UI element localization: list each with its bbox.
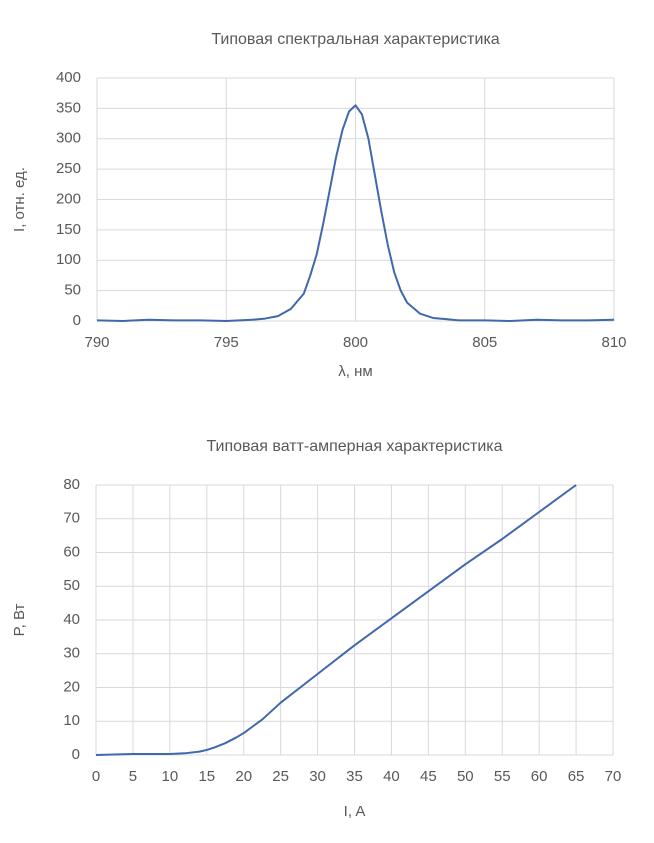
x-tick-label: 35 — [346, 768, 363, 785]
y-axis-label: P, Вт — [11, 603, 28, 636]
x-tick-label: 810 — [601, 334, 626, 351]
y-tick-label: 0 — [73, 312, 81, 329]
x-tick-label: 10 — [162, 768, 179, 785]
x-tick-label: 15 — [198, 768, 215, 785]
x-axis-label: λ, нм — [338, 363, 372, 380]
x-tick-label: 70 — [605, 768, 622, 785]
data-line — [95, 484, 577, 756]
y-tick-label: 50 — [64, 282, 81, 299]
y-tick-label: 100 — [56, 251, 81, 268]
y-tick-label: 200 — [56, 190, 81, 207]
data-line — [96, 104, 615, 322]
x-tick-label: 40 — [383, 768, 400, 785]
y-tick-label: 70 — [63, 510, 80, 527]
y-tick-label: 400 — [56, 69, 81, 86]
y-tick-label: 50 — [63, 577, 80, 594]
y-axis-label: I, отн. ед. — [11, 167, 28, 232]
y-tick-label: 0 — [72, 746, 80, 763]
x-tick-label: 0 — [92, 768, 100, 785]
x-tick-label: 65 — [568, 768, 585, 785]
y-tick-label: 80 — [63, 476, 80, 493]
x-tick-label: 45 — [420, 768, 437, 785]
y-tick-label: 150 — [56, 221, 81, 238]
x-tick-label: 800 — [343, 334, 368, 351]
x-tick-label: 20 — [235, 768, 252, 785]
x-tick-label: 790 — [84, 334, 109, 351]
x-tick-label: 5 — [129, 768, 137, 785]
y-tick-label: 60 — [63, 543, 80, 560]
y-tick-label: 40 — [63, 611, 80, 628]
y-tick-label: 20 — [63, 678, 80, 695]
x-tick-label: 30 — [309, 768, 326, 785]
y-tick-label: 350 — [56, 99, 81, 116]
x-tick-label: 805 — [472, 334, 497, 351]
y-tick-label: 10 — [63, 712, 80, 729]
x-tick-label: 50 — [457, 768, 474, 785]
x-tick-label: 55 — [494, 768, 511, 785]
x-tick-label: 25 — [272, 768, 289, 785]
x-axis-label: I, A — [344, 803, 366, 820]
x-tick-label: 60 — [531, 768, 548, 785]
x-tick-label: 795 — [214, 334, 239, 351]
y-tick-label: 250 — [56, 160, 81, 177]
y-tick-label: 30 — [63, 645, 80, 662]
y-tick-label: 300 — [56, 130, 81, 147]
chart-title: Типовая ватт-амперная характеристика — [206, 438, 502, 455]
chart-title: Типовая спектральная характеристика — [211, 31, 499, 48]
